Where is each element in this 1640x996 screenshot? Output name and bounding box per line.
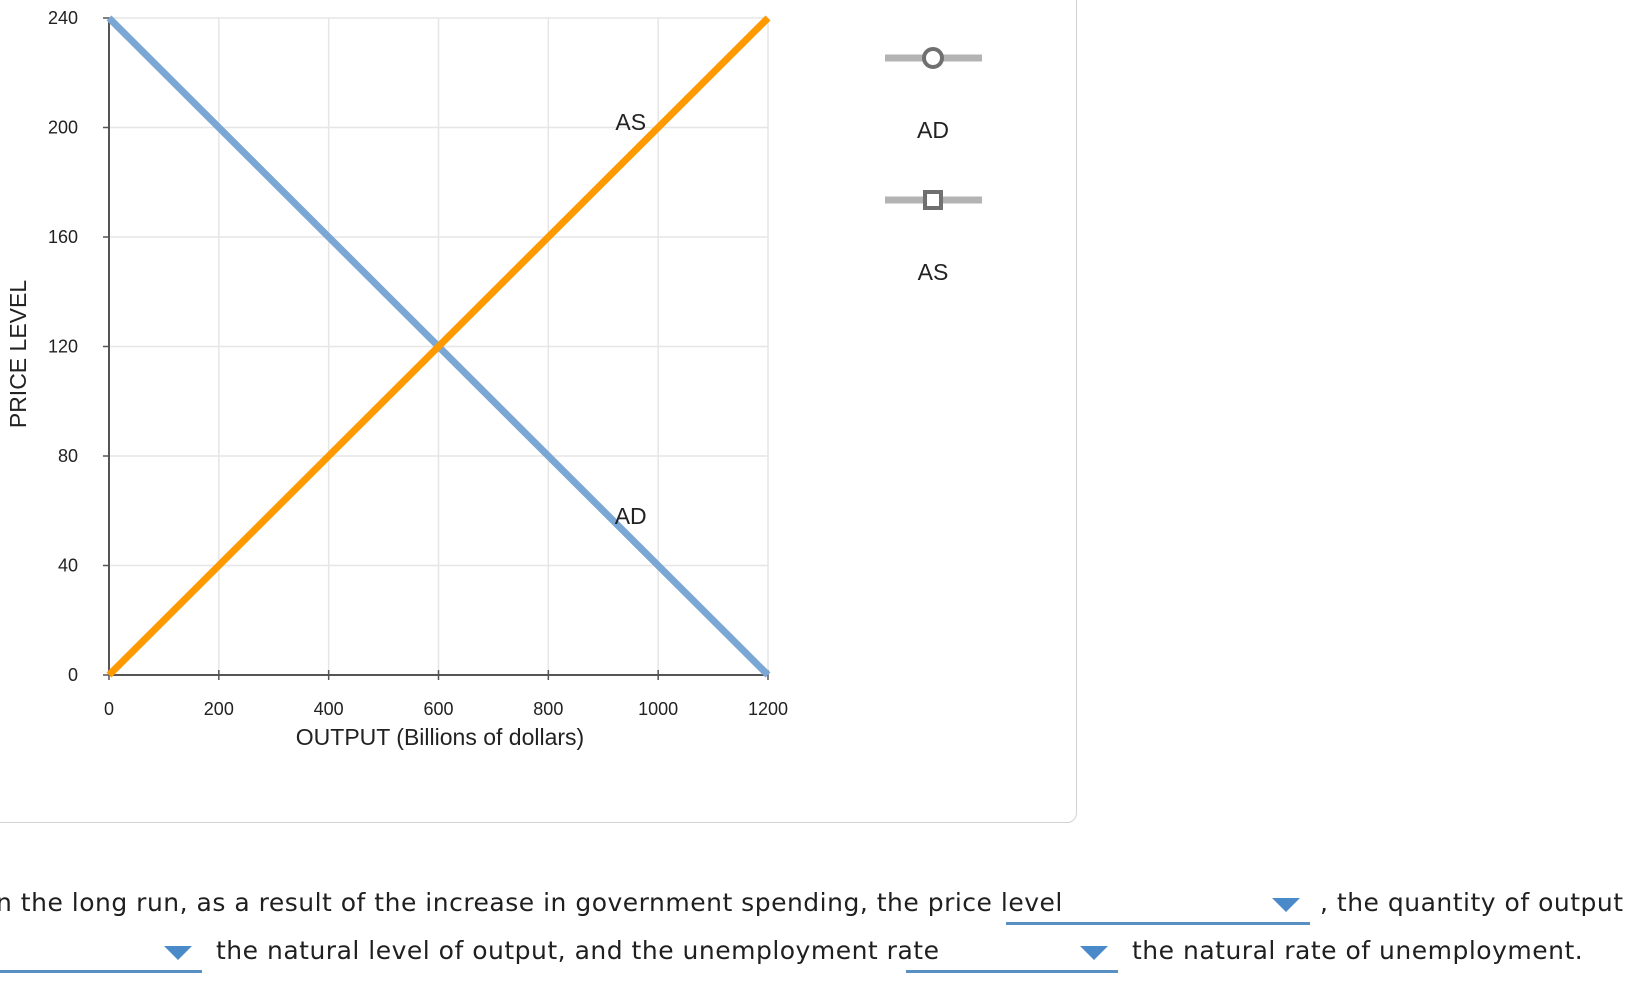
y-tick-label: 240 [48, 8, 78, 28]
as-curve-label: AS [615, 109, 646, 135]
as-tool-label: AS [918, 259, 949, 285]
question-line-2: the natural level of output, and the une… [0, 936, 1640, 976]
chevron-down-icon [164, 946, 192, 960]
y-axis-title: PRICE LEVEL [5, 280, 31, 428]
curves[interactable]: AD AS [106, 15, 771, 678]
question-line-1: n the long run, as a result of the incre… [0, 888, 1640, 928]
graph-panel [0, 0, 1077, 823]
x-tick-label: 200 [204, 699, 234, 719]
as-tool[interactable]: AS [885, 190, 982, 285]
ad-tool-label: AD [917, 117, 949, 143]
y-tick-label: 0 [68, 665, 78, 685]
output-dropdown[interactable] [0, 936, 202, 973]
y-tick-label: 160 [48, 227, 78, 247]
chevron-down-icon [1080, 946, 1108, 960]
x-tick-label: 0 [104, 699, 114, 719]
ad-curve-label: AD [615, 503, 647, 529]
question-text-1b: , the quantity of output [1320, 888, 1624, 917]
y-tick-label: 200 [48, 118, 78, 138]
x-tick-label: 1000 [638, 699, 678, 719]
as-tool-square-icon [923, 190, 943, 210]
question-text-2a: the natural level of output, and the une… [216, 936, 940, 965]
chevron-down-icon [1272, 898, 1300, 912]
ad-tool[interactable]: AD [885, 47, 982, 143]
price-level-output-graph[interactable]: 0 40 80 120 160 200 240 0 200 400 600 800 1000 1200 A… [0, 0, 1090, 780]
x-tick-label: 600 [423, 699, 453, 719]
x-tick-label: 1200 [748, 699, 788, 719]
x-axis-title: OUTPUT (Billions of dollars) [296, 724, 584, 750]
tick-labels: 0 40 80 120 160 200 240 0 200 400 600 800 1000 1200 [48, 8, 788, 719]
y-tick-label: 40 [58, 556, 78, 576]
x-tick-label: 800 [533, 699, 563, 719]
y-tick-label: 80 [58, 446, 78, 466]
question-text-2b: the natural rate of unemployment. [1132, 936, 1584, 965]
ad-tool-circle-icon [922, 47, 944, 69]
as-curve[interactable] [106, 15, 771, 678]
x-tick-label: 400 [314, 699, 344, 719]
axes [103, 17, 769, 680]
y-tick-label: 120 [48, 337, 78, 357]
unemployment-dropdown[interactable] [906, 936, 1118, 973]
question-text-1a: n the long run, as a result of the incre… [0, 888, 1063, 917]
price-level-dropdown[interactable] [1006, 888, 1310, 925]
